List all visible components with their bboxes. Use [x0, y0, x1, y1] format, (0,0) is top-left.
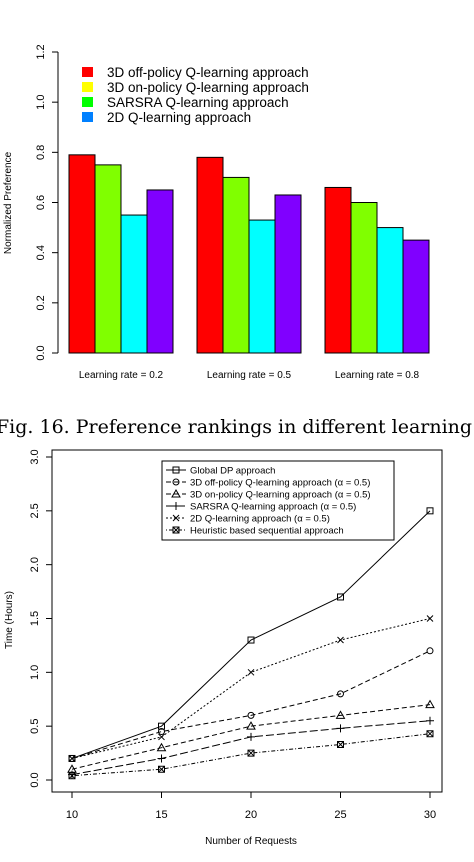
category-label: Learning rate = 0.5 — [207, 370, 292, 381]
legend-label: Global DP approach — [190, 466, 275, 477]
data-point — [336, 724, 345, 733]
series-line — [71, 650, 431, 759]
legend-marker — [172, 502, 180, 510]
x-tick-label: 25 — [334, 809, 346, 821]
data-point — [158, 765, 165, 773]
data-point — [337, 740, 344, 748]
data-point — [158, 733, 165, 741]
plot-frame — [51, 449, 443, 793]
data-point — [246, 721, 256, 730]
y-tick-label: 1.5 — [29, 611, 41, 626]
data-point — [337, 593, 344, 601]
data-point — [337, 636, 344, 644]
bar-chart: 0.0 0.2 0.4 0.6 0.8 1.0 1.2 Normalized Preferen… — [3, 44, 430, 381]
legend-label: 2D Q-learning approach (α = 0.5) — [190, 514, 330, 525]
y-tick-label: 0.6 — [35, 195, 47, 210]
bar — [402, 239, 430, 354]
bar — [248, 219, 276, 354]
bar — [222, 176, 250, 354]
data-point — [426, 615, 434, 622]
bar — [94, 164, 122, 354]
y-tick-label: 2.0 — [29, 557, 41, 572]
legend-marker — [172, 478, 180, 486]
legend-marker — [172, 526, 180, 534]
y-tick-label: 0.5 — [29, 719, 41, 734]
bar — [324, 186, 352, 354]
figure-caption: Fig. 16. Preference rankings in differen… — [0, 416, 474, 438]
data-point — [425, 699, 435, 709]
legend-label: 3D on-policy Q-learning approach (α = 0.… — [190, 490, 371, 501]
data-point — [247, 749, 255, 757]
y-tick-label: 0.2 — [35, 295, 47, 310]
data-point — [426, 730, 434, 738]
data-point — [247, 636, 255, 644]
legend-swatch — [82, 112, 93, 122]
series-line — [71, 704, 431, 770]
y-axis-label: Time (Hours) — [4, 591, 15, 649]
legend-swatch — [82, 82, 93, 92]
x-tick-label: 20 — [245, 809, 257, 821]
bar — [68, 154, 96, 354]
legend-label: 3D off-policy Q-learning approach — [107, 65, 309, 80]
data-point — [68, 772, 76, 780]
bar — [120, 214, 148, 354]
legend-label: SARSRA Q-learning approach — [107, 95, 289, 110]
legend-box — [161, 460, 395, 541]
bar — [274, 194, 302, 354]
y-tick-label: 1.2 — [35, 44, 47, 59]
y-tick-label: 1.0 — [35, 95, 47, 110]
data-point — [68, 755, 76, 762]
legend-marker — [172, 514, 180, 522]
data-point — [426, 507, 434, 515]
data-point — [156, 742, 167, 752]
legend-label: SARSRA Q-learning approach (α = 0.5) — [190, 502, 356, 513]
data-point — [426, 716, 434, 725]
data-point — [157, 754, 166, 763]
y-tick-label: 0.4 — [35, 245, 47, 260]
y-tick-label: 3.0 — [29, 449, 41, 464]
legend-swatch — [82, 67, 93, 77]
data-point — [335, 710, 346, 719]
data-point — [247, 711, 255, 719]
bar — [146, 189, 174, 354]
y-axis-label: Normalized Preference — [3, 151, 14, 254]
data-point — [247, 732, 255, 741]
legend-label: 2D Q-learning approach — [107, 110, 251, 125]
data-point — [426, 647, 434, 655]
y-tick-label: 1.0 — [29, 665, 41, 680]
bar — [376, 227, 404, 354]
legend-label: Heuristic based sequential approach — [190, 526, 344, 537]
y-tick-label: 2.5 — [29, 503, 41, 518]
y-tick-label: 0.8 — [35, 145, 47, 160]
legend-marker — [171, 488, 181, 498]
legend-label: 3D off-policy Q-learning approach (α = 0… — [190, 478, 370, 489]
series-line — [71, 510, 431, 759]
data-point — [247, 668, 255, 676]
legend-swatch — [82, 97, 93, 107]
bar — [196, 156, 224, 354]
category-label: Learning rate = 0.2 — [79, 370, 164, 381]
x-tick-label: 15 — [155, 809, 167, 821]
line-chart: 10 15 20 25 30 Number of Requests 0.0 0.5 1.0 1.5… — [4, 449, 443, 847]
y-tick-label: 0.0 — [29, 772, 41, 787]
x-tick-label: 30 — [424, 809, 436, 821]
series-line — [71, 618, 431, 759]
x-tick-label: 10 — [66, 809, 78, 821]
legend-marker — [172, 466, 180, 474]
data-point — [158, 722, 165, 730]
data-point — [337, 690, 344, 698]
data-point — [158, 728, 165, 736]
legend-label: 3D on-policy Q-learning approach — [107, 80, 309, 95]
data-point — [68, 754, 76, 762]
category-label: Learning rate = 0.8 — [335, 370, 420, 381]
y-tick-label: 0.0 — [35, 345, 47, 360]
bar — [350, 202, 378, 354]
x-axis-label: Number of Requests — [205, 836, 297, 847]
